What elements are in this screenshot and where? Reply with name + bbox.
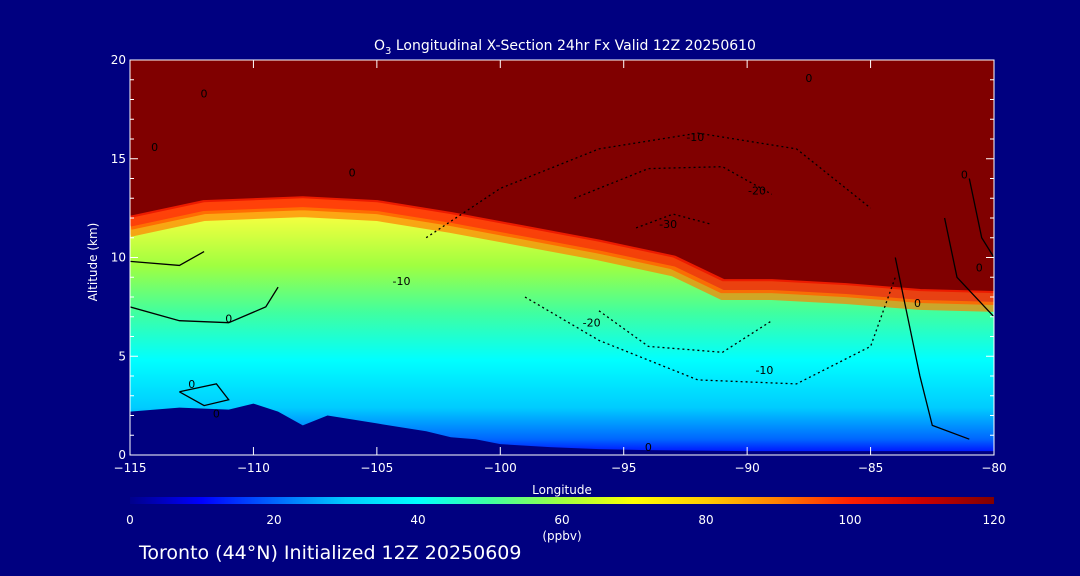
solid-contour-0-1 (130, 251, 205, 267)
terrain-field (130, 403, 994, 455)
contour-label-10: 0 (914, 297, 921, 310)
colorbar-tick-label-4: 80 (698, 513, 713, 527)
colorbar-gradient (130, 497, 994, 504)
x-tick-label-0: −115 (114, 461, 147, 475)
colorbar-tick-label-1: 20 (266, 513, 281, 527)
contour-label-13: -30 (659, 218, 677, 231)
contour-label-11: -10 (686, 131, 704, 144)
y-tick-label-4: 20 (111, 53, 126, 67)
contour-label-12: -20 (748, 184, 766, 197)
tropopause-transition-band-outer (130, 207, 994, 312)
colorbar-tick-label-0: 0 (126, 513, 134, 527)
dotted-contour--30-2 (635, 213, 711, 229)
chart-title: O3 Longitudinal X-Section 24hr Fx Valid … (374, 38, 756, 57)
y-tick-label-1: 5 (118, 349, 126, 363)
y-axis: 0 5 10 15 20 (111, 53, 994, 462)
contour-label-6: 0 (645, 441, 652, 454)
x-tick-label-3: −100 (484, 461, 517, 475)
solid-contour-0-4 (968, 178, 994, 258)
dotted-contour--20-4 (598, 310, 773, 353)
x-tick-label-2: −105 (360, 461, 393, 475)
contour-label-3: 0 (225, 313, 232, 326)
contour-label-16: -10 (755, 364, 773, 377)
stratosphere-field (130, 60, 994, 294)
tropopause-transition-band (130, 196, 994, 305)
contour-label-15: -20 (583, 317, 601, 330)
contour-label-2: 0 (349, 167, 356, 180)
dotted-contour--10-3 (524, 277, 896, 385)
dotted-contour--20-1 (574, 166, 773, 199)
x-axis: −115 −110 −105 −100 −95 −90 −85 −80 (114, 60, 1007, 475)
colorbar-tick-label-5: 100 (839, 513, 862, 527)
x-tick-label-1: −110 (237, 461, 270, 475)
y-tick-label-3: 15 (111, 152, 126, 166)
x-tick-label-7: −80 (981, 461, 1006, 475)
contour-label-0: 0 (201, 88, 208, 101)
dotted-contour--10-0 (425, 132, 872, 239)
contour-label-7: 0 (805, 72, 812, 85)
colorbar-tick-label-6: 120 (983, 513, 1006, 527)
solid-contour-0-5 (179, 383, 230, 407)
contour-label-14: -10 (393, 275, 411, 288)
solid-contour-0-3 (943, 217, 994, 318)
solid-contour-0-0 (130, 286, 279, 324)
x-tick-label-6: −85 (858, 461, 883, 475)
x-tick-label-4: −95 (611, 461, 636, 475)
colorbar: 0 20 40 60 80 100 120 (ppbv) (126, 497, 1005, 543)
footer-text: Toronto (44°N) Initialized 12Z 20250609 (139, 542, 522, 564)
contour-label-9: 0 (976, 261, 983, 274)
y-tick-label-0: 0 (118, 448, 126, 462)
x-axis-label: Longitude (532, 483, 592, 497)
colorbar-tick-label-3: 60 (554, 513, 569, 527)
x-tick-label-5: −90 (734, 461, 759, 475)
colorbar-tick-label-2: 40 (410, 513, 425, 527)
y-tick-label-2: 10 (111, 251, 126, 265)
colorbar-unit: (ppbv) (542, 529, 581, 543)
y-axis-label: Altitude (km) (86, 223, 100, 302)
contour-label-8: 0 (961, 169, 968, 182)
contour-label-4: 0 (188, 378, 195, 391)
contour-label-1: 0 (151, 141, 158, 154)
contour-lines (130, 132, 994, 440)
solid-contour-0-2 (894, 257, 970, 440)
contour-labels: 0 0 0 0 0 0 0 0 0 0 0 -10 -20 -30 -10 -20 -10 (151, 72, 983, 454)
plot-area: 0 0 0 0 0 0 0 0 0 0 0 -10 -20 -30 -10 -20 -10 (130, 60, 994, 455)
contour-label-5: 0 (213, 408, 220, 421)
colorbar-ticks: 0 20 40 60 80 100 120 (126, 513, 1005, 527)
